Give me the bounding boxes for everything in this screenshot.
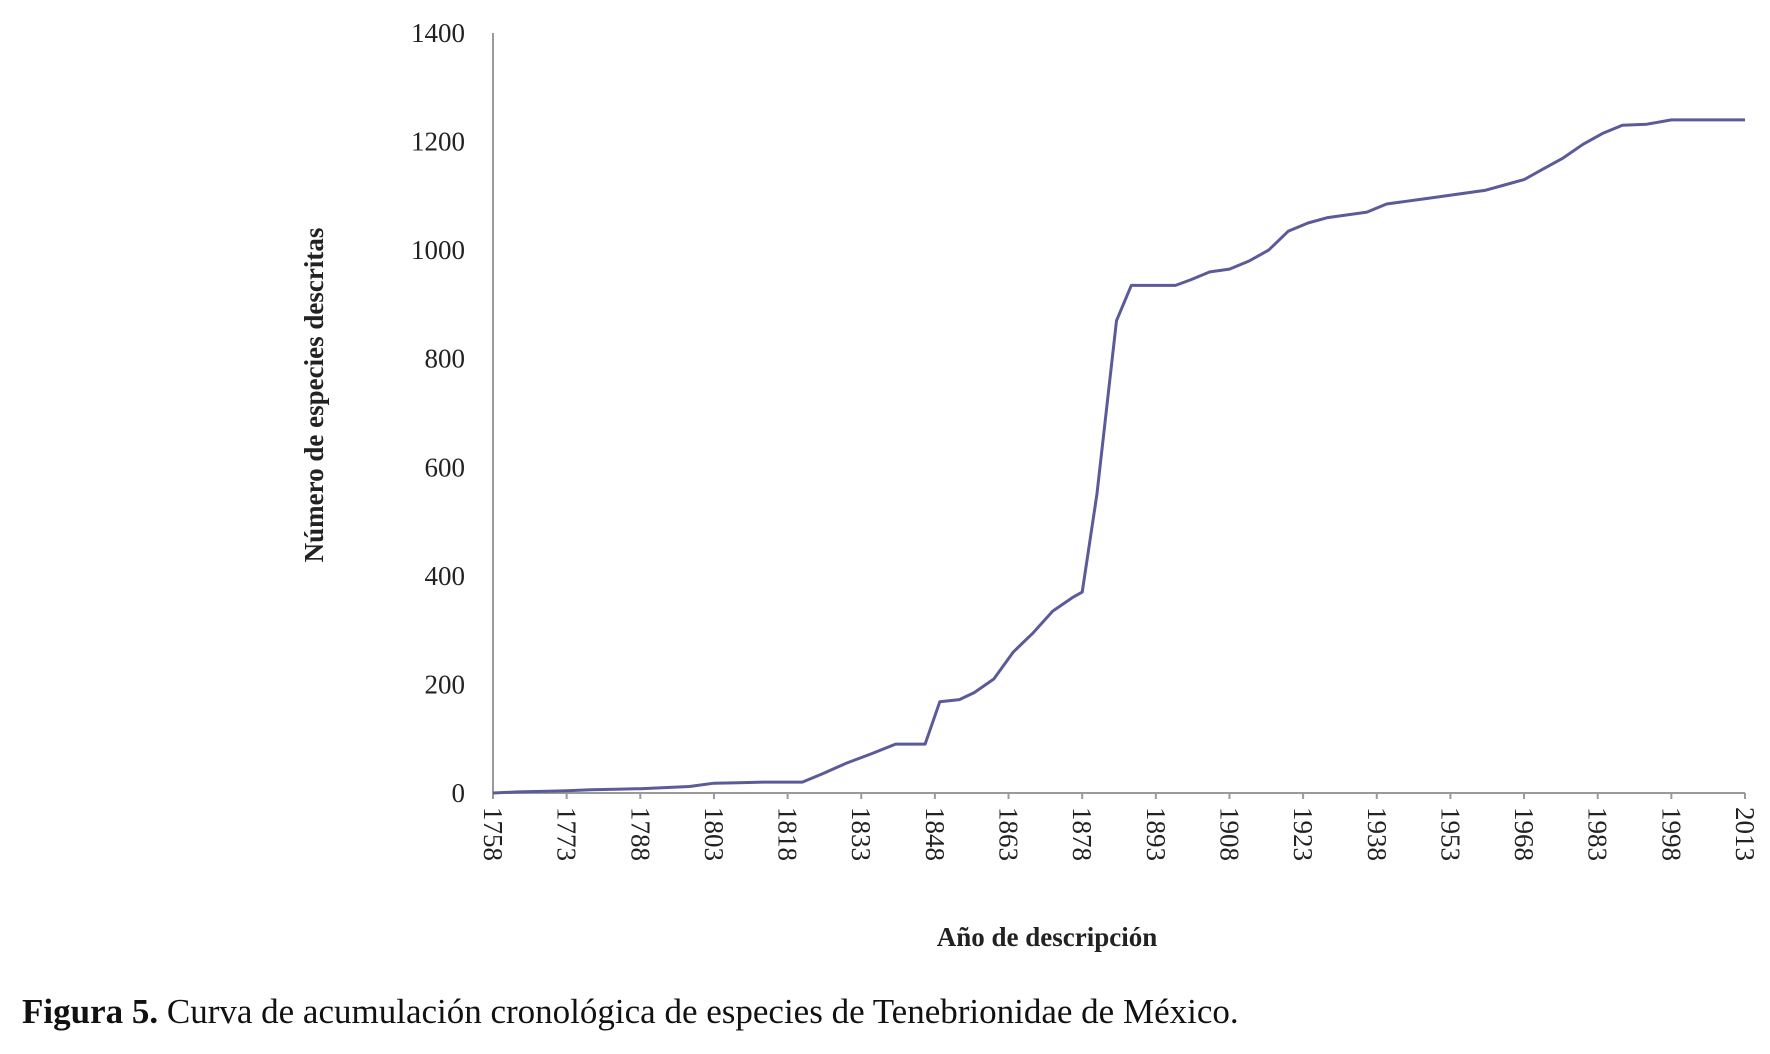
figure-caption-label: Figura 5. — [22, 992, 159, 1031]
x-tick-label: 1818 — [773, 807, 803, 861]
x-tick-label: 1758 — [478, 807, 508, 861]
x-tick-label: 1863 — [994, 807, 1024, 861]
x-tick-label: 1893 — [1141, 807, 1171, 861]
x-tick-label: 2013 — [1730, 807, 1760, 861]
x-tick-label: 1923 — [1288, 807, 1318, 861]
x-tick-label: 1953 — [1435, 807, 1465, 861]
figure-caption: Figura 5. Curva de acumulación cronológi… — [22, 992, 1239, 1032]
series-line — [492, 118, 1745, 795]
y-tick-label: 1400 — [411, 18, 465, 48]
y-tick-labels: 0 200 400 600 800 1000 1200 1400 — [411, 18, 465, 808]
y-tick-label: 800 — [425, 344, 466, 374]
x-tick-label: 1938 — [1362, 807, 1392, 861]
y-tick-label: 0 — [452, 778, 466, 808]
x-tick-label: 1983 — [1583, 807, 1613, 861]
x-tick-labels: 1758 1773 1788 1803 1818 1833 1848 1863 1878 1893… — [478, 793, 1760, 861]
x-tick-label: 1803 — [699, 807, 729, 861]
x-tick-label: 1788 — [625, 807, 655, 861]
y-tick-label: 1000 — [411, 235, 465, 265]
x-axis-title: Año de descripción — [937, 922, 1158, 952]
y-axis-title: Número de especies descritas — [299, 228, 329, 563]
x-tick-label: 1998 — [1656, 807, 1686, 861]
x-tick-label: 1908 — [1214, 807, 1244, 861]
y-tick-label: 1200 — [411, 127, 465, 157]
x-tick-label: 1968 — [1509, 807, 1539, 861]
x-tick-label: 1878 — [1067, 807, 1097, 861]
y-tick-label: 400 — [425, 561, 466, 591]
y-tick-label: 600 — [425, 452, 466, 482]
x-tick-label: 1773 — [552, 807, 582, 861]
y-tick-label: 200 — [425, 669, 466, 699]
figure-caption-text: Curva de acumulación cronológica de espe… — [158, 992, 1239, 1031]
x-tick-label: 1848 — [920, 807, 950, 861]
chart-figure: 0 200 400 600 800 1000 1200 1400 1758 1773 1788 18… — [299, 18, 1760, 952]
x-tick-label: 1833 — [846, 807, 876, 861]
